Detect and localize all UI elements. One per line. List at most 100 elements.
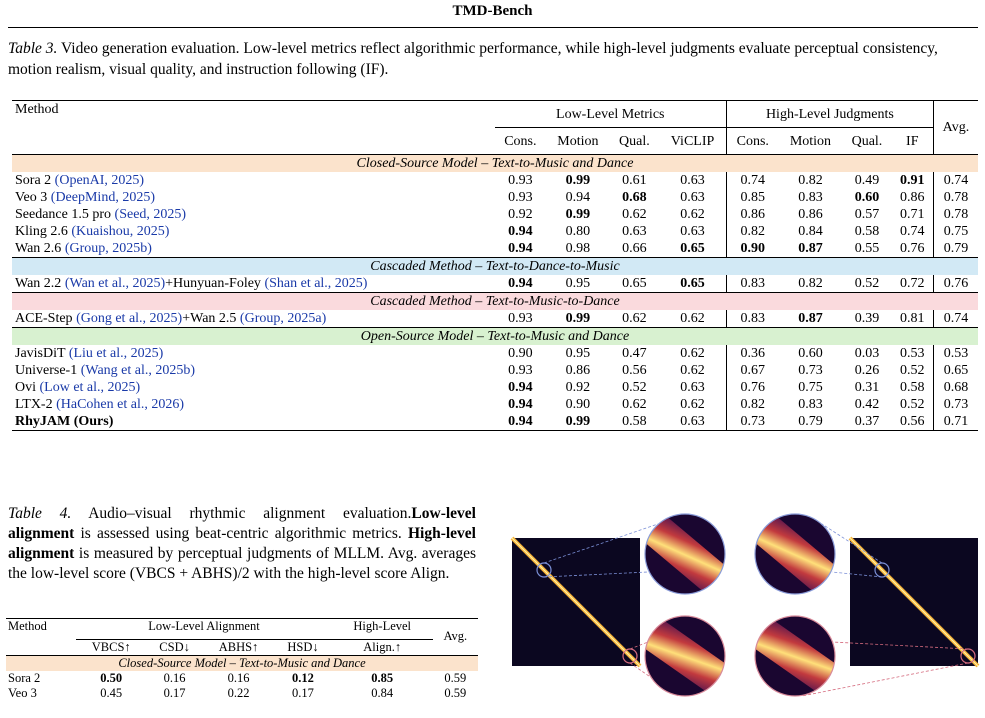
method-name: JavisDiT [15,346,69,361]
caption4-part: Audio–visual rhythmic alignment evaluati… [71,505,412,522]
t4-cell: 0.17 [292,685,314,700]
low-level-header: Low-Level Metrics [494,100,727,128]
citation-link[interactable]: (Liu et al., 2025) [68,346,164,361]
method-name: Universe-1 [15,363,81,378]
citation-link[interactable]: (Seed, 2025) [114,207,187,222]
table3-method-cell: RhyJAM (Ours) [12,413,495,431]
table3-row: Universe-1 (Wang et al., 2025b) 0.93 0.86 0… [12,362,978,379]
citation-link[interactable]: (Low et al., 2025) [39,380,141,395]
table3-row: RhyJAM (Ours) 0.94 0.99 0.58 0.63 0.73 0.79 0.3… [12,413,978,431]
method-name: Sora 2 [15,173,55,188]
table3-value-cell: 0.65 [932,362,978,379]
table3-value-cell: 0.94 [565,190,591,205]
col-high-motion: Motion [778,127,843,155]
table3-value-cell: 0.93 [508,190,533,205]
table3-value-cell: 0.76 [725,379,779,396]
table3-value-cell: 0.52 [900,397,925,412]
table3-value-cell: 0.78 [932,189,978,206]
table3-value-cell: 0.85 [725,189,779,206]
col-high-if: IF [891,127,934,155]
table3-method-cell: Seedance 1.5 pro (Seed, 2025) [12,206,495,223]
table3-value-cell: 0.72 [900,276,925,291]
table3-row: JavisDiT (Liu et al., 2025) 0.90 0.95 0.47 0… [12,345,978,362]
table3-header-row-1: Method Low-Level Metrics High-Level Judg… [12,100,978,155]
table3-value-cell: 0.73 [725,413,779,431]
t4-cell: 0.12 [292,670,314,685]
right-heatmap [848,536,980,668]
table3-value-cell: 0.75 [798,380,823,395]
zoom-circle-bottom-left [645,616,725,696]
t4-cell: 0.16 [163,670,186,685]
t4-col-csd: CSD↓ [146,638,203,655]
table3-method-cell: Ovi (Low et al., 2025) [12,379,495,396]
table3-value-cell: 0.81 [900,311,925,326]
t4-section-row: Closed-Source Model – Text-to-Music and … [6,654,478,671]
table3-value-cell: 0.86 [565,363,591,378]
method-name: ACE-Step [15,311,77,326]
table3-method-cell: ACE-Step (Gong et al., 2025)+Wan 2.5 (Gr… [12,310,495,328]
table3-value-cell: 0.93 [508,173,533,188]
table3-value-cell: 0.03 [854,346,880,361]
table3-section-row: Open-Source Model – Text-to-Music and Da… [12,327,978,345]
citation-link[interactable]: (Wang et al., 2025b) [80,363,196,378]
citation-link[interactable]: (DeepMind, 2025) [50,190,155,205]
col-high-qual: Qual. [842,127,892,155]
table3-method-cell: Veo 3 (DeepMind, 2025) [12,189,495,206]
table3-method-cell: Wan 2.6 (Group, 2025b) [12,240,495,258]
table3-value-cell: 0.83 [725,275,779,293]
table3-row: ACE-Step (Gong et al., 2025)+Wan 2.5 (Gr… [12,310,978,328]
table3-method-cell: JavisDiT (Liu et al., 2025) [12,345,495,362]
citation-link[interactable]: (Gong et al., 2025) [76,311,183,326]
zoom-circle-top-left [645,514,725,594]
table3-value-cell: 0.99 [565,173,591,188]
alignment-heatmap-figure [510,513,980,697]
t4-col-hsd: HSD↓ [274,638,332,655]
citation-link[interactable]: (Kuaishou, 2025) [71,224,170,239]
left-heatmap [510,536,642,668]
citation-link[interactable]: (Group, 2025a) [239,311,327,326]
col-low-motion: Motion [546,127,610,155]
t4-col-vbcs: VBCS↑ [76,638,147,655]
table3-value-cell: 0.74 [932,172,978,189]
table3-value-cell: 0.63 [659,413,727,431]
citation-link[interactable]: (OpenAI, 2025) [54,173,145,188]
table3-value-cell: 0.82 [725,396,779,413]
table3-value-cell: 0.90 [565,397,591,412]
caption4-bold: Low-level alignment [8,505,476,542]
avg-header: Avg. [932,100,978,155]
method-header: Method [12,100,495,128]
table3-row: Seedance 1.5 pro (Seed, 2025) 0.92 0.99 0.6… [12,206,978,223]
table3-method-cell: LTX-2 (HaCohen et al., 2026) [12,396,495,413]
table3-value-cell: 0.63 [622,224,647,239]
t4-low-header: Low-Level Alignment [76,618,332,639]
citation-link[interactable]: (Shan et al., 2025) [264,276,368,291]
table3-value-cell: 0.99 [565,207,591,222]
citation-link[interactable]: (HaCohen et al., 2026) [56,397,185,412]
header-rule [8,27,978,28]
col-low-qual: Qual. [609,127,660,155]
table3-value-cell: 0.93 [508,311,533,326]
table3-section-title: Open-Source Model – Text-to-Music and Da… [12,327,978,345]
table3-value-cell: 0.76 [932,275,978,293]
table3-value-cell: 0.62 [680,346,705,361]
table3-value-cell: 0.65 [680,276,705,291]
table3-value-cell: 0.82 [798,276,823,291]
table3-value-cell: 0.74 [900,224,925,239]
citation-link[interactable]: (Group, 2025b) [64,241,152,256]
table3-value-cell: 0.83 [798,190,823,205]
table3-value-cell: 0.56 [891,413,934,431]
table3-value-cell: 0.39 [854,311,880,326]
table3-value-cell: 0.94 [508,241,533,256]
table3-value-cell: 0.65 [680,241,705,256]
table3-value-cell: 0.52 [854,276,880,291]
t4-avg-header: Avg. [432,618,478,655]
table3-value-cell: 0.98 [565,241,591,256]
table4: Method Low-Level Alignment High-Level Av… [6,618,478,701]
table3-section-row: Cascaded Method – Text-to-Music-to-Dance [12,292,978,310]
method-name: Wan 2.6 [15,241,65,256]
table3-value-cell: 0.68 [932,379,978,396]
citation-link[interactable]: (Wan et al., 2025) [64,276,166,291]
table3-value-cell: 0.58 [609,413,660,431]
t4-row-0: Sora 2 0.50 0.16 0.16 0.12 0.85 0.59 [6,671,478,686]
table3-value-cell: 0.74 [725,172,779,189]
